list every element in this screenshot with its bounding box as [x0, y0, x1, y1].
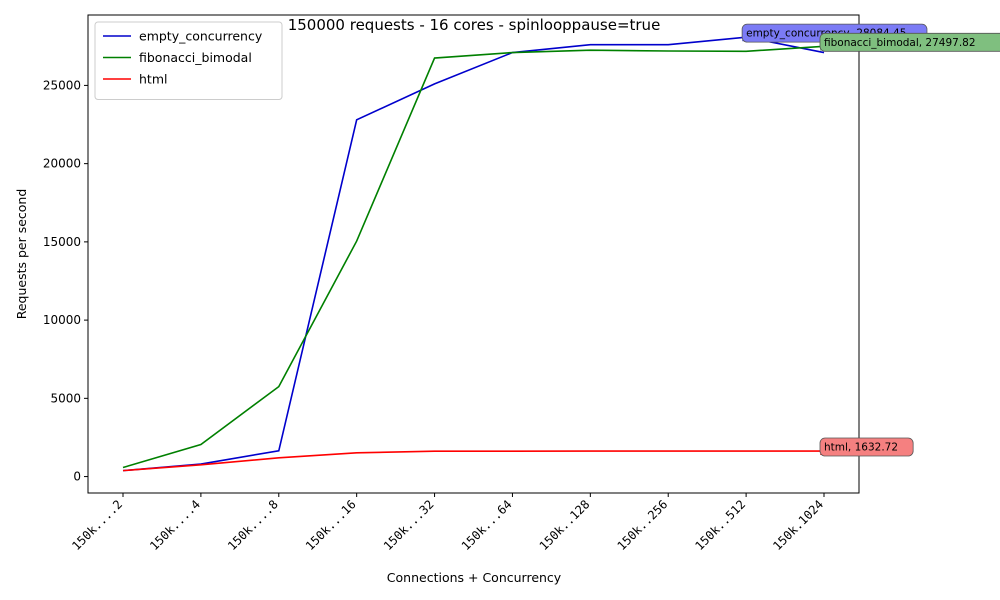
y-tick-label: 10000	[43, 313, 81, 327]
y-axis-label: Requests per second	[14, 189, 29, 320]
plot-area	[122, 36, 825, 472]
y-tick-label: 15000	[43, 235, 81, 249]
y-tick-label: 0	[73, 470, 81, 484]
annotation-box-html	[819, 437, 914, 457]
y-tick-label: 20000	[43, 157, 81, 171]
annotations: empty_concurrency, 28084.45fibonacci_bim…	[741, 23, 1000, 457]
series-line-html	[122, 450, 825, 472]
legend-label-fibonacci_bimodal: fibonacci_bimodal	[139, 50, 252, 65]
y-tick-label: 25000	[43, 78, 81, 92]
plot-frame	[87, 14, 860, 494]
legend-label-html: html	[139, 72, 167, 87]
y-tick-label: 5000	[50, 391, 81, 405]
legend-box	[94, 21, 283, 100]
y-axis: 0 5000 10000 15000 20000 25000	[43, 78, 88, 484]
series-line-empty_concurrency	[122, 36, 825, 472]
x-axis-label: Connections + Concurrency	[387, 570, 562, 585]
chart-title: 150000 requests - 16 cores - spinlooppau…	[288, 16, 661, 34]
series-line-fibonacci_bimodal	[122, 45, 825, 469]
annotation-label-fibonacci_bimodal: fibonacci_bimodal, 27497.82	[824, 37, 976, 49]
annotation-label-html: html, 1632.72	[824, 442, 898, 454]
legend-label-empty_concurrency: empty_concurrency	[139, 29, 263, 44]
annotation-box-fibonacci_bimodal	[819, 32, 1000, 52]
